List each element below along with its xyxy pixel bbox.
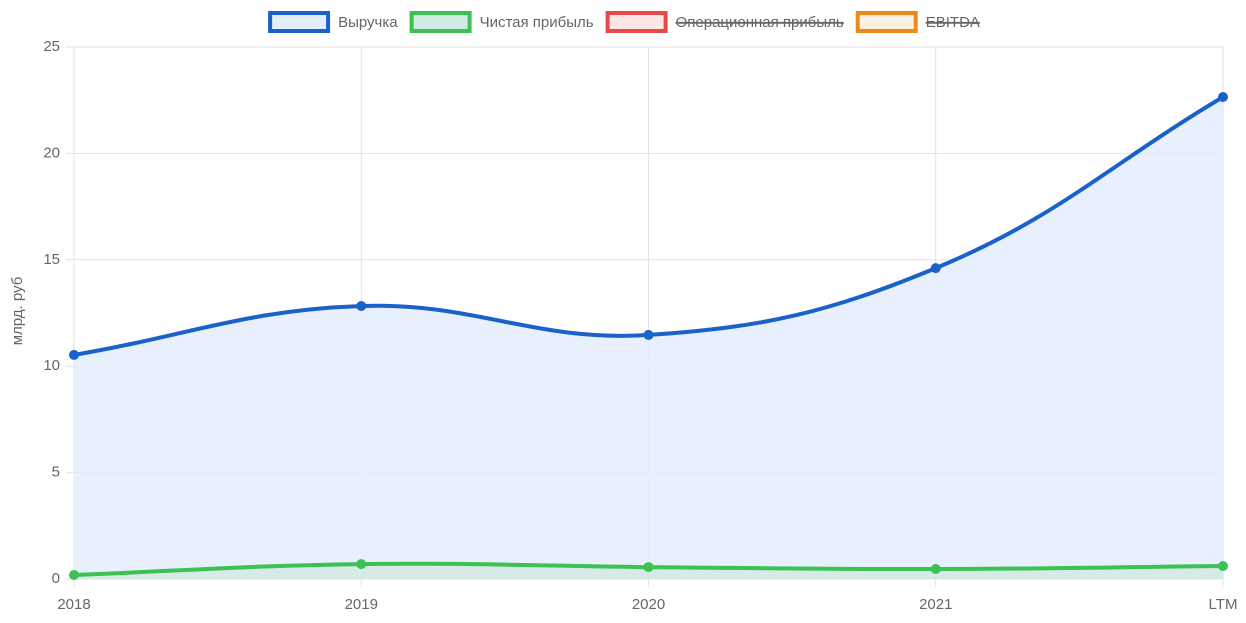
data-point [1218,561,1228,572]
legend-label: Выручка [338,14,398,31]
y-axis-label: млрд. руб [9,277,26,346]
x-tick-label: 2019 [345,596,378,613]
legend-swatch [605,11,668,33]
legend-swatch [409,11,472,33]
data-point [356,300,367,311]
x-tick-label: 2020 [632,596,665,613]
legend-swatch [855,11,918,33]
x-tick-label: LTM [1209,596,1238,613]
data-point [356,559,367,570]
legend-item[interactable]: Выручка [268,11,398,33]
data-point [643,329,654,340]
y-tick-label: 10 [43,357,60,374]
y-tick-label: 25 [43,38,60,55]
data-point [930,263,941,274]
legend-item[interactable]: Чистая прибыль [409,11,594,33]
y-tick-label: 15 [43,251,60,268]
data-point [69,569,79,580]
legend-item[interactable]: Операционная прибыль [605,11,844,33]
x-tick-label: 2021 [919,596,952,613]
data-point [69,349,79,360]
x-tick-label: 2018 [57,596,90,613]
legend-item[interactable]: EBITDA [855,11,980,33]
y-tick-label: 0 [52,570,60,587]
data-point [930,563,941,574]
y-tick-label: 20 [43,144,60,161]
data-point [1218,92,1228,103]
data-point [643,562,654,573]
y-tick-label: 5 [52,464,60,481]
legend-swatch [268,11,331,33]
legend-label: Чистая прибыль [480,14,594,31]
